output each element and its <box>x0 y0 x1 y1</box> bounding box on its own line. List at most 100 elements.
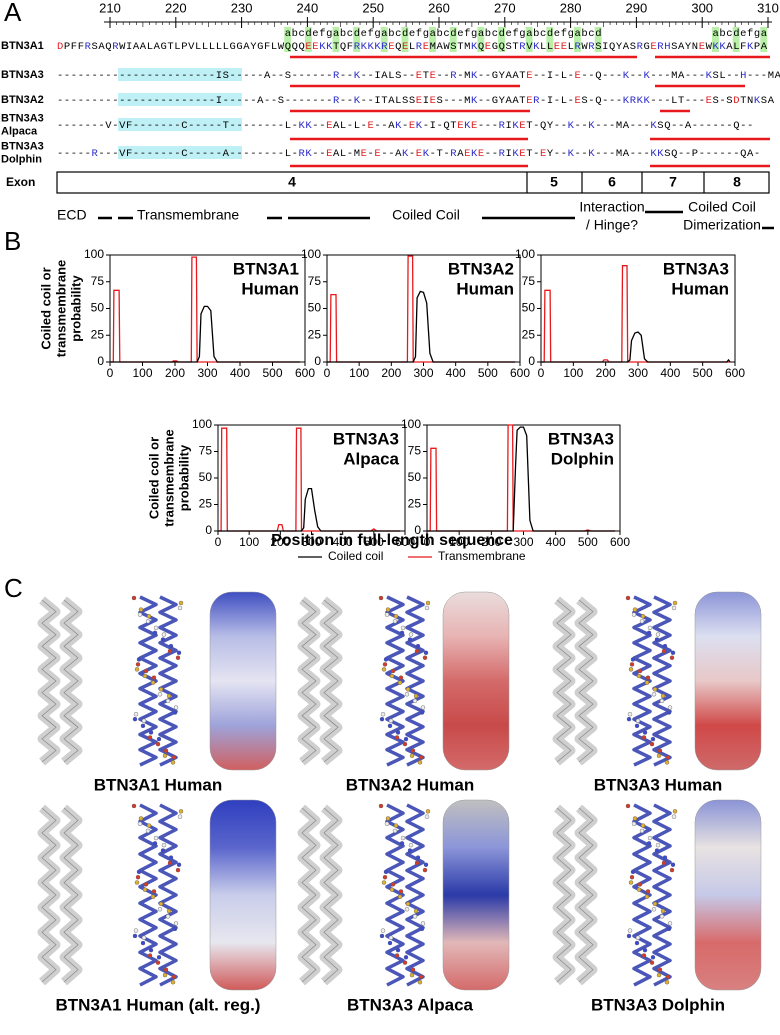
x-tick-label: 200 <box>481 535 501 549</box>
atom <box>135 875 141 880</box>
atom <box>171 974 177 980</box>
atom <box>135 662 141 667</box>
atom <box>143 668 149 674</box>
series-line <box>218 487 401 532</box>
atom <box>634 723 640 729</box>
ribbon <box>138 803 158 987</box>
atom <box>385 816 391 821</box>
atom <box>176 862 182 867</box>
atom <box>385 607 391 612</box>
helix-outline <box>41 599 57 763</box>
y-tick-label: 25 <box>522 327 536 341</box>
atom <box>399 841 405 846</box>
domain-lines <box>98 210 774 230</box>
atom <box>652 901 658 907</box>
y-tick-label: 75 <box>308 274 322 288</box>
heptad-highlight <box>304 27 312 52</box>
atom <box>161 632 167 637</box>
atom <box>641 953 647 958</box>
atom <box>667 705 673 710</box>
row-label: BTN3A2 <box>1 94 44 106</box>
exon-label: Exon <box>6 175 35 189</box>
atom <box>660 693 666 699</box>
atom <box>402 960 408 965</box>
sequence: -----------------------IS-----A--S------… <box>57 70 780 82</box>
domain-label: ECD <box>57 207 87 223</box>
ribbon <box>405 803 425 987</box>
atom <box>398 889 404 894</box>
y-tick-label: 25 <box>308 327 322 341</box>
domain-label: Coiled Coil <box>392 207 460 223</box>
atom <box>156 955 162 960</box>
y-tick-label: 0 <box>314 354 321 368</box>
atom <box>160 848 166 853</box>
surface <box>209 591 277 771</box>
y-tick-label: 0 <box>205 523 212 537</box>
atom <box>379 933 385 939</box>
heptad-highlight <box>498 27 505 52</box>
chart-title: BTN3A3 <box>548 429 614 448</box>
atom <box>655 632 661 637</box>
atom <box>644 680 650 685</box>
chart-subtitle: Human <box>241 279 299 298</box>
atom <box>170 760 176 765</box>
coil-underlines <box>290 55 770 168</box>
atom <box>418 755 424 760</box>
atom <box>656 753 662 758</box>
atom <box>639 619 645 624</box>
atom <box>158 901 164 907</box>
atom <box>400 625 406 631</box>
atom <box>133 712 139 717</box>
chart-subtitle: Human <box>671 279 729 298</box>
y-tick-label: 100 <box>84 247 104 261</box>
atom <box>133 928 139 933</box>
helix-cartoon <box>319 804 343 986</box>
x-tick-label: 500 <box>364 535 384 549</box>
helix-outline <box>578 599 594 763</box>
atom <box>380 712 386 717</box>
chart-title: BTN3A3 <box>333 429 399 448</box>
atom <box>414 860 420 866</box>
atom <box>664 760 670 765</box>
atom <box>407 848 413 853</box>
atom <box>392 619 398 624</box>
y-tick-label: 75 <box>408 444 422 458</box>
atom <box>650 736 656 742</box>
atom <box>423 650 429 655</box>
y-axis-label: Coiled coil or <box>38 267 53 349</box>
x-tick-label: 300 <box>413 366 433 380</box>
heptad-highlight <box>732 27 740 52</box>
structure-label: BTN3A2 Human <box>346 775 474 794</box>
x-tick-label: 400 <box>230 366 250 380</box>
atom <box>177 814 183 819</box>
atom <box>413 908 419 914</box>
y-tick-label: 50 <box>308 301 322 315</box>
x-tick-label: 400 <box>446 366 466 380</box>
exon-number: 7 <box>669 174 677 190</box>
atom <box>631 612 637 617</box>
exon-number: 4 <box>288 174 296 190</box>
x-tick-label: 200 <box>270 535 290 549</box>
atom <box>636 673 642 679</box>
structure-label: BTN3A3 Human <box>594 775 722 794</box>
y-tick-label: 25 <box>91 327 105 341</box>
atom <box>390 882 396 887</box>
legend-label: Coiled coil <box>328 549 383 563</box>
atom <box>649 741 655 747</box>
atom <box>175 867 181 873</box>
helix-outline <box>323 807 339 983</box>
sequence: -------V-VF-------C-----T--------L-KK--E… <box>57 120 753 132</box>
structure-label: BTN3A3 Alpaca <box>347 995 474 1014</box>
atom <box>654 848 660 853</box>
atom <box>407 637 413 642</box>
atom <box>383 657 389 662</box>
atom <box>629 875 635 880</box>
x-tick-label: 600 <box>510 366 530 380</box>
ruler-tick-label: 310 <box>757 0 779 15</box>
atom <box>148 730 154 735</box>
x-tick-label: 0 <box>424 535 431 549</box>
atom <box>404 907 410 912</box>
x-tick-label: 300 <box>197 366 217 380</box>
atom <box>629 662 635 667</box>
surface <box>209 799 277 991</box>
